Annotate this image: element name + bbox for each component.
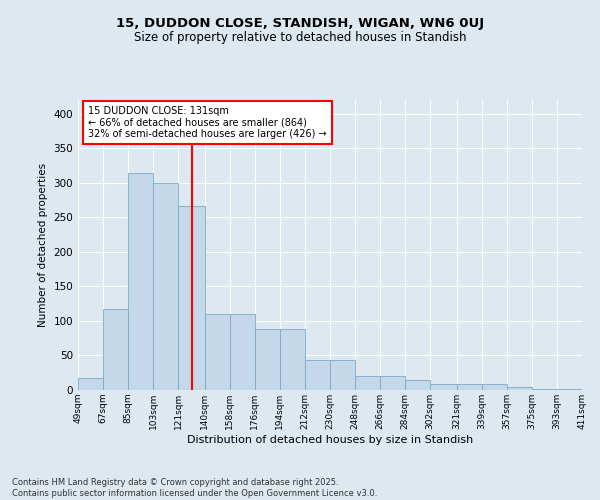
Bar (153, 183, 178, 390)
Text: 15 DUDDON CLOSE: 131sqm
← 66% of detached houses are smaller (864)
32% of semi-d: 15 DUDDON CLOSE: 131sqm ← 66% of detache… (88, 106, 327, 139)
Text: 15, DUDDON CLOSE, STANDISH, WIGAN, WN6 0UJ: 15, DUDDON CLOSE, STANDISH, WIGAN, WN6 0… (116, 18, 484, 30)
Bar (255, 329, 280, 390)
Bar (457, 384, 482, 390)
Bar (128, 172, 153, 390)
Bar (430, 384, 457, 390)
Bar (380, 376, 405, 390)
Text: Size of property relative to detached houses in Standish: Size of property relative to detached ho… (134, 31, 466, 44)
Text: Contains HM Land Registry data © Crown copyright and database right 2025.
Contai: Contains HM Land Registry data © Crown c… (12, 478, 377, 498)
Bar (280, 329, 305, 390)
Bar (178, 206, 205, 390)
Y-axis label: Number of detached properties: Number of detached properties (38, 163, 48, 327)
Bar (355, 376, 380, 390)
Bar (205, 314, 230, 390)
Bar (78, 378, 103, 390)
Bar (330, 360, 355, 390)
Bar (482, 384, 507, 390)
X-axis label: Distribution of detached houses by size in Standish: Distribution of detached houses by size … (187, 434, 473, 444)
Bar (305, 360, 330, 390)
Bar (507, 386, 532, 390)
Bar (103, 309, 128, 390)
Bar (582, 388, 600, 390)
Bar (405, 380, 430, 390)
Bar (230, 314, 255, 390)
